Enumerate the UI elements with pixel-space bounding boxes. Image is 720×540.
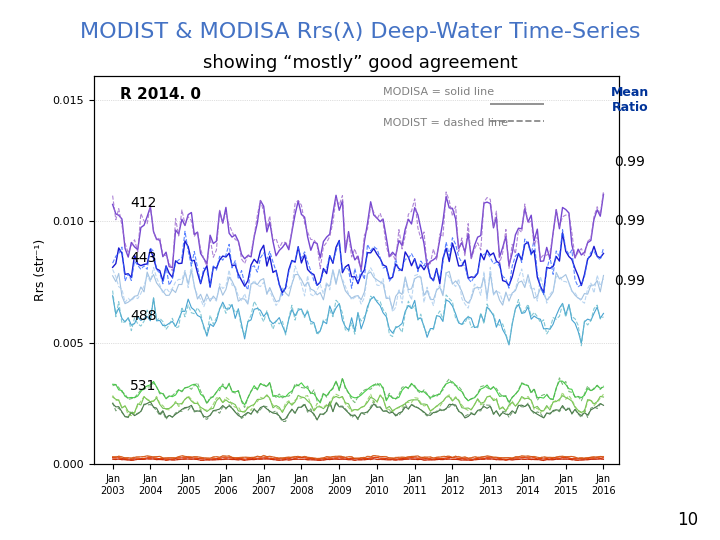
Text: 531: 531 — [130, 379, 157, 393]
Text: 0.99: 0.99 — [615, 155, 645, 169]
Y-axis label: Rrs (str⁻¹): Rrs (str⁻¹) — [34, 239, 47, 301]
Text: R 2014. 0: R 2014. 0 — [120, 87, 201, 102]
Text: Mean
Ratio: Mean Ratio — [611, 86, 649, 114]
Text: 488: 488 — [130, 309, 157, 323]
Legend: Rrs_412, Rrs_443, Rrs_469, Rrs_488, Rrs_531, Rrs_547, Rrs_555, Rrs_645, Rrs_667,: Rrs_412, Rrs_443, Rrs_469, Rrs_488, Rrs_… — [70, 539, 643, 540]
Text: MODIST & MODISA Rrs(λ) Deep-Water Time-Series: MODIST & MODISA Rrs(λ) Deep-Water Time-S… — [80, 22, 640, 42]
Text: showing “mostly” good agreement: showing “mostly” good agreement — [203, 54, 517, 72]
Text: 412: 412 — [130, 196, 157, 210]
Text: 10: 10 — [678, 511, 698, 529]
Text: MODIST = dashed line: MODIST = dashed line — [383, 118, 508, 129]
Text: 443: 443 — [130, 251, 157, 265]
Text: 0.99: 0.99 — [615, 274, 645, 288]
Text: MODISA = solid line: MODISA = solid line — [383, 87, 494, 97]
Text: 0.99: 0.99 — [615, 214, 645, 228]
